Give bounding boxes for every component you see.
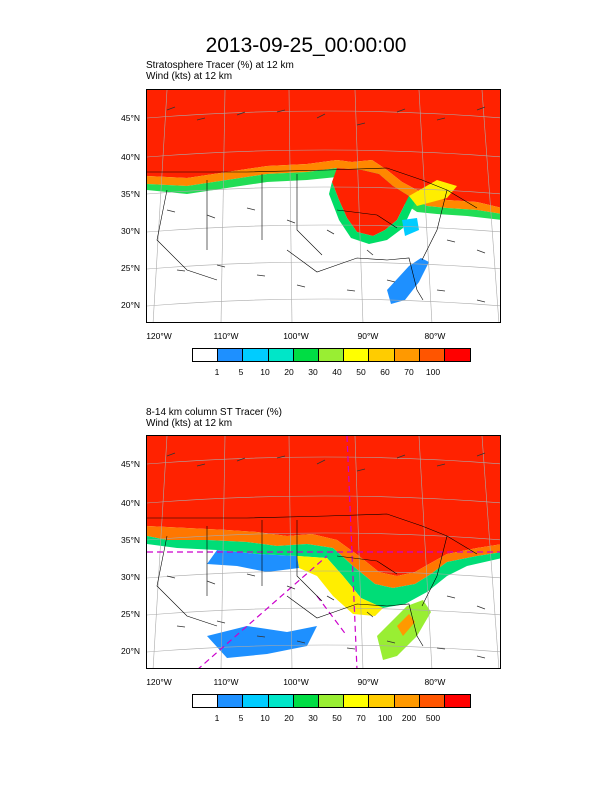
panel2-lon-80: 80°W <box>424 677 446 687</box>
main-title: 2013-09-25_00:00:00 <box>205 34 407 57</box>
panel2-lon-100: 100°W <box>283 677 309 687</box>
panel1-lat-45: 45°N <box>121 113 140 123</box>
panel2-subtitle-2: Wind (kts) at 12 km <box>146 418 233 429</box>
panel1-lat-35: 35°N <box>121 189 140 199</box>
panel2-lat-40: 40°N <box>121 498 140 508</box>
column-orange-band <box>147 526 500 588</box>
tracer-orange-band <box>147 160 500 214</box>
column-south-blue <box>207 626 317 658</box>
cbar-swatch <box>419 349 445 361</box>
tracer-blue-patch <box>402 218 419 236</box>
panel1-cbar-label: 30 <box>308 367 318 377</box>
panel2-cbar-label: 200 <box>401 713 417 723</box>
tracer-gulf-blue <box>387 258 429 304</box>
panel1-colorbar <box>192 348 472 362</box>
panel2-lon-120: 120°W <box>146 677 172 687</box>
cbar-swatch <box>218 349 244 361</box>
column-red-region <box>147 436 500 576</box>
cbar-swatch <box>444 695 471 707</box>
cbar-swatch <box>369 349 395 361</box>
cbar-swatch <box>293 695 319 707</box>
panel1-cbar-label: 10 <box>260 367 270 377</box>
panel1-lon-100: 100°W <box>283 331 309 341</box>
panel2-cbar-label: 500 <box>425 713 441 723</box>
cbar-swatch <box>268 695 294 707</box>
panel2-cbar-label: 20 <box>284 713 294 723</box>
panel2-cbar-label: 5 <box>238 713 244 723</box>
panel2-lon-90: 90°W <box>357 677 379 687</box>
panel2-cbar-label: 10 <box>260 713 270 723</box>
tracer-trough <box>332 168 409 236</box>
panel1-map-svg <box>147 90 500 322</box>
column-gulf-orange <box>397 614 415 636</box>
panel2-colorbar <box>192 694 472 708</box>
panel1-map <box>146 89 501 323</box>
panel1-lat-20: 20°N <box>121 300 140 310</box>
boundaries <box>147 513 478 647</box>
cbar-swatch <box>444 349 471 361</box>
panel1-lon-90: 90°W <box>357 331 379 341</box>
cbar-swatch <box>344 695 370 707</box>
panel1-cbar-label: 60 <box>380 367 390 377</box>
panel1-cbar-label: 5 <box>238 367 244 377</box>
panel1-cbar-label: 40 <box>332 367 342 377</box>
panel1-lon-110: 110°W <box>213 331 239 341</box>
cbar-swatch <box>344 349 370 361</box>
tracer-red-region <box>147 90 500 208</box>
panel1-subtitle-1: Stratosphere Tracer (%) at 12 km <box>146 60 294 71</box>
graticule <box>147 90 500 322</box>
cbar-swatch <box>293 349 319 361</box>
panel1-subtitle-2: Wind (kts) at 12 km <box>146 71 233 82</box>
panel2-map <box>146 435 501 669</box>
panel2-cbar-label: 70 <box>356 713 366 723</box>
panel2-lat-45: 45°N <box>121 459 140 469</box>
panel1-cbar-label: 1 <box>214 367 220 377</box>
graticule <box>147 436 500 668</box>
wind-barbs <box>166 452 486 659</box>
cbar-swatch <box>394 349 420 361</box>
panel2-lat-30: 30°N <box>121 572 140 582</box>
column-blue-band <box>207 550 299 572</box>
panel1-cbar-label: 70 <box>404 367 414 377</box>
panel2-cbar-label: 50 <box>332 713 342 723</box>
panel1-cbar-label: 100 <box>425 367 441 377</box>
panel2-lon-110: 110°W <box>213 677 239 687</box>
panel2-cbar-label: 30 <box>308 713 318 723</box>
panel2-subtitle-1: 8-14 km column ST Tracer (%) <box>146 407 282 418</box>
cbar-swatch <box>419 695 445 707</box>
cbar-swatch <box>369 695 395 707</box>
cbar-swatch <box>318 695 345 707</box>
panel1-lat-40: 40°N <box>121 152 140 162</box>
tracer-trough-edge <box>329 182 415 244</box>
panel2-cbar-label: 100 <box>377 713 393 723</box>
wind-barbs <box>166 106 486 303</box>
panel1-cbar-label: 50 <box>356 367 366 377</box>
panel1-lon-80: 80°W <box>424 331 446 341</box>
cbar-swatch <box>268 349 294 361</box>
panel1-lat-25: 25°N <box>121 263 140 273</box>
panel1-lon-120: 120°W <box>146 331 172 341</box>
panel2-cbar-label: 1 <box>214 713 220 723</box>
cbar-swatch <box>243 695 269 707</box>
panel1-cbar-label: 20 <box>284 367 294 377</box>
panel1-lat-30: 30°N <box>121 226 140 236</box>
column-green-band <box>147 536 500 608</box>
panel2-lat-25: 25°N <box>121 609 140 619</box>
cbar-swatch <box>318 349 345 361</box>
tracer-east-yellow <box>409 180 457 206</box>
cbar-swatch <box>218 695 244 707</box>
panel2-lat-35: 35°N <box>121 535 140 545</box>
panel2-lat-20: 20°N <box>121 646 140 656</box>
cbar-swatch <box>193 349 219 361</box>
cbar-swatch <box>394 695 420 707</box>
cbar-swatch <box>193 695 219 707</box>
cbar-swatch <box>243 349 269 361</box>
panel2-map-svg <box>147 436 500 668</box>
